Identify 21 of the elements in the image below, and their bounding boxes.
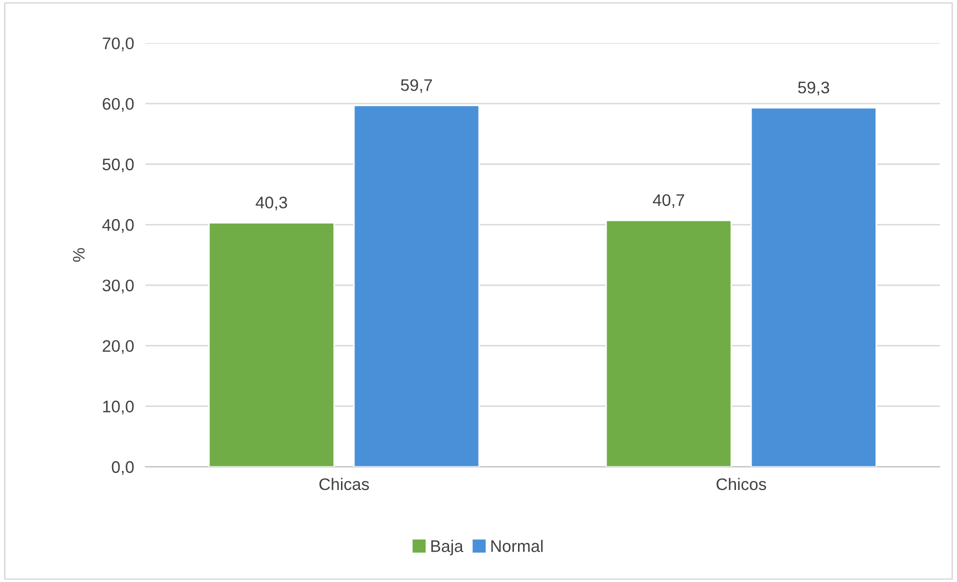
x-tick-label: Chicas	[319, 478, 369, 490]
y-tick-label: 0,0	[112, 461, 134, 475]
bar	[750, 107, 877, 467]
bar	[353, 104, 480, 467]
x-tick-label: Chicos	[716, 478, 766, 490]
y-tick-label: 60,0	[102, 98, 134, 112]
data-label: 59,7	[400, 79, 432, 93]
data-label: 40,3	[256, 196, 288, 210]
data-label: 40,7	[652, 194, 684, 208]
y-tick-label: 10,0	[103, 400, 134, 414]
data-label: 59,3	[798, 82, 830, 96]
legend-label: Baja	[431, 540, 464, 556]
y-tick-label: 70,0	[102, 37, 134, 52]
y-tick-label: 50,0	[102, 158, 134, 172]
y-tick-label: 20,0	[102, 340, 134, 354]
bar	[605, 220, 732, 467]
y-tick-label: 30,0	[102, 280, 134, 294]
legend-label: Normal	[491, 540, 543, 552]
y-tick-label: 40,0	[102, 219, 134, 233]
bar	[208, 222, 335, 467]
y-axis-title: %	[73, 248, 85, 262]
